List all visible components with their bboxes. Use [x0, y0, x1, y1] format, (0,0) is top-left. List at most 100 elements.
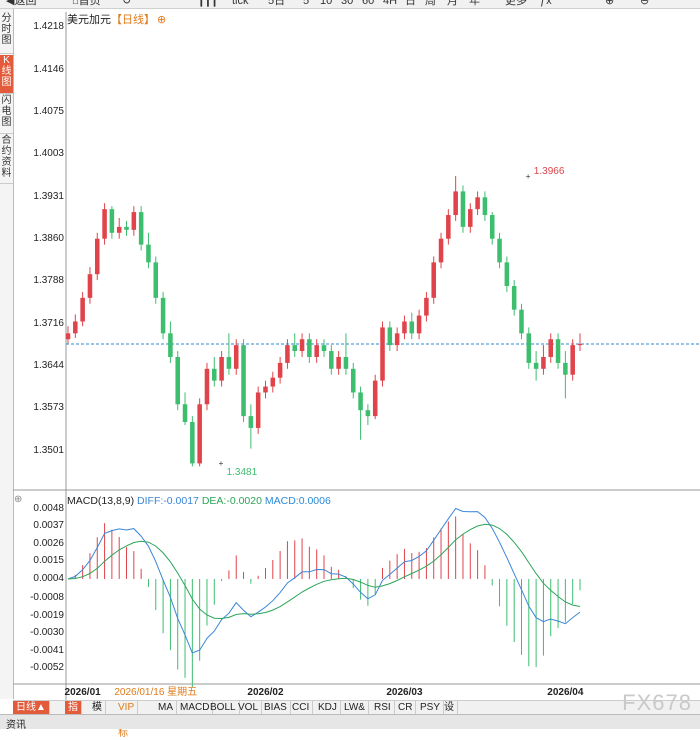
candle-body: [489, 215, 495, 239]
zoom-in-icon: ⊕: [605, 0, 615, 7]
candle-body: [402, 321, 407, 334]
candle-body: [533, 362, 539, 369]
period-day[interactable]: 日: [405, 0, 416, 7]
period-year[interactable]: 年: [469, 0, 480, 7]
macd-settings-icon[interactable]: ⊕: [14, 494, 23, 505]
tab-contract-info[interactable]: 合约资料: [0, 135, 13, 184]
refresh-button[interactable]: ↻: [122, 0, 131, 8]
indicator-tab-9[interactable]: KDJ: [315, 701, 341, 714]
candle-body: [241, 345, 246, 417]
macd-tick-label: -0.0008: [30, 592, 64, 604]
symbol-name: 美元加元: [67, 14, 111, 26]
price-tick-label: 1.4146: [33, 63, 64, 75]
indicator-tab-11[interactable]: RSI: [371, 701, 395, 714]
back-button[interactable]: ◀返回: [6, 0, 36, 8]
status-bar: 资讯: [0, 714, 700, 731]
indicator-tab-1[interactable]: 模板: [89, 701, 106, 726]
candle-body: [263, 386, 268, 393]
period-week[interactable]: 周: [425, 0, 436, 7]
indicator-tab-5[interactable]: BOLL: [207, 701, 240, 714]
candle-body: [526, 333, 532, 363]
formula-icon: ƒx: [540, 0, 552, 7]
back-arrow-icon: ◀: [6, 0, 15, 7]
period-10min[interactable]: 10: [320, 0, 333, 7]
macd-tick-label: 0.0037: [33, 520, 64, 532]
candle-body: [409, 321, 415, 334]
indicator-tab-12[interactable]: CR: [395, 701, 417, 714]
price-tick-label: 1.3931: [33, 190, 64, 202]
indicator-tab-2[interactable]: VIP指标: [115, 701, 139, 739]
period-5day[interactable]: 5日: [268, 0, 286, 7]
candle-body: [307, 339, 312, 357]
price-tick-label: 1.3716: [33, 317, 64, 329]
candle-body: [372, 380, 378, 417]
zoom-in-button[interactable]: ⊕: [605, 0, 614, 8]
period-tick[interactable]: tick: [232, 0, 249, 7]
news-link[interactable]: 资讯: [6, 720, 26, 731]
candle-body: [577, 343, 583, 346]
candle-body: [343, 356, 349, 369]
date-tick-label: 2026/01: [65, 687, 102, 698]
macd-dea: DEA:-0.0020: [201, 495, 262, 507]
candle-body: [329, 351, 334, 369]
indicator-tab-7[interactable]: BIAS: [261, 701, 291, 714]
candle-body: [94, 238, 100, 275]
formula-button[interactable]: ƒx: [540, 0, 552, 8]
high-marker: +: [526, 172, 531, 181]
period-month[interactable]: 月: [447, 0, 458, 7]
indicator-tab-14[interactable]: 设置: [441, 701, 458, 726]
price-tick-label: 1.3644: [33, 360, 64, 372]
price-tick-label: 1.4003: [33, 148, 64, 160]
candle-body: [482, 197, 488, 216]
candle-body: [380, 327, 385, 381]
indicator-tab-8[interactable]: CCI: [289, 701, 314, 714]
indicator-tabs: 日线▲: [13, 700, 700, 714]
candlestick-button[interactable]: ┃┃┃: [198, 0, 218, 8]
candle-body: [248, 416, 254, 428]
candle-body: [146, 244, 151, 263]
candle-body: [336, 356, 341, 369]
indicator-tab-3[interactable]: MA: [155, 701, 177, 714]
candle-body: [109, 209, 115, 233]
indicator-tab-13[interactable]: PSY: [417, 701, 445, 714]
candle-body: [285, 345, 290, 363]
macd-tick-label: -0.0052: [30, 662, 64, 673]
candle-body: [511, 286, 517, 310]
period-toggle-button[interactable]: 日线▲: [13, 701, 50, 714]
price-tick-label: 1.3860: [33, 232, 64, 244]
price-tick-label: 1.3788: [33, 275, 64, 287]
candle-body: [160, 297, 166, 334]
tab-lightning[interactable]: 闪电图: [0, 95, 13, 134]
indicator-tab-0[interactable]: 指标: [65, 701, 82, 726]
tab-kline[interactable]: K线图: [0, 55, 13, 94]
indicator-tab-10[interactable]: LW&: [341, 701, 369, 714]
candle-body: [438, 238, 444, 263]
period-60min[interactable]: 60: [362, 0, 375, 7]
candle-body: [131, 212, 137, 230]
zoom-out-button[interactable]: ⊖: [640, 0, 649, 8]
period-5min[interactable]: 5: [303, 0, 310, 7]
date-tick-label: 2026/04: [547, 687, 584, 698]
candle-body: [365, 410, 371, 417]
home-button[interactable]: ⌂首页: [72, 0, 101, 8]
candle-body: [182, 404, 188, 423]
candle-body: [255, 392, 261, 428]
candle-body: [446, 215, 451, 239]
period-4h[interactable]: 4H: [383, 0, 398, 7]
more-button[interactable]: 更多: [505, 0, 527, 7]
tab-timeshare[interactable]: 分时图: [0, 13, 13, 54]
candle-body: [453, 191, 458, 216]
low-price-label: 1.3481: [227, 467, 258, 478]
candle-body: [424, 297, 429, 316]
candle-body: [168, 333, 173, 357]
period-30min[interactable]: 30: [341, 0, 354, 7]
indicator-tab-6[interactable]: VOL: [235, 701, 263, 714]
indicator-tab-4[interactable]: MACD: [177, 701, 214, 714]
macd-tick-label: 0.0004: [33, 572, 64, 584]
dea-line: [67, 523, 581, 620]
crosshair-date-label: 2026/01/16 星期五: [114, 686, 197, 698]
macd-name: MACD(13,8,9): [67, 495, 135, 507]
price-tick-label: 1.4218: [33, 21, 64, 32]
settings-icon[interactable]: ⊕: [157, 14, 167, 26]
candle-body: [563, 362, 568, 375]
